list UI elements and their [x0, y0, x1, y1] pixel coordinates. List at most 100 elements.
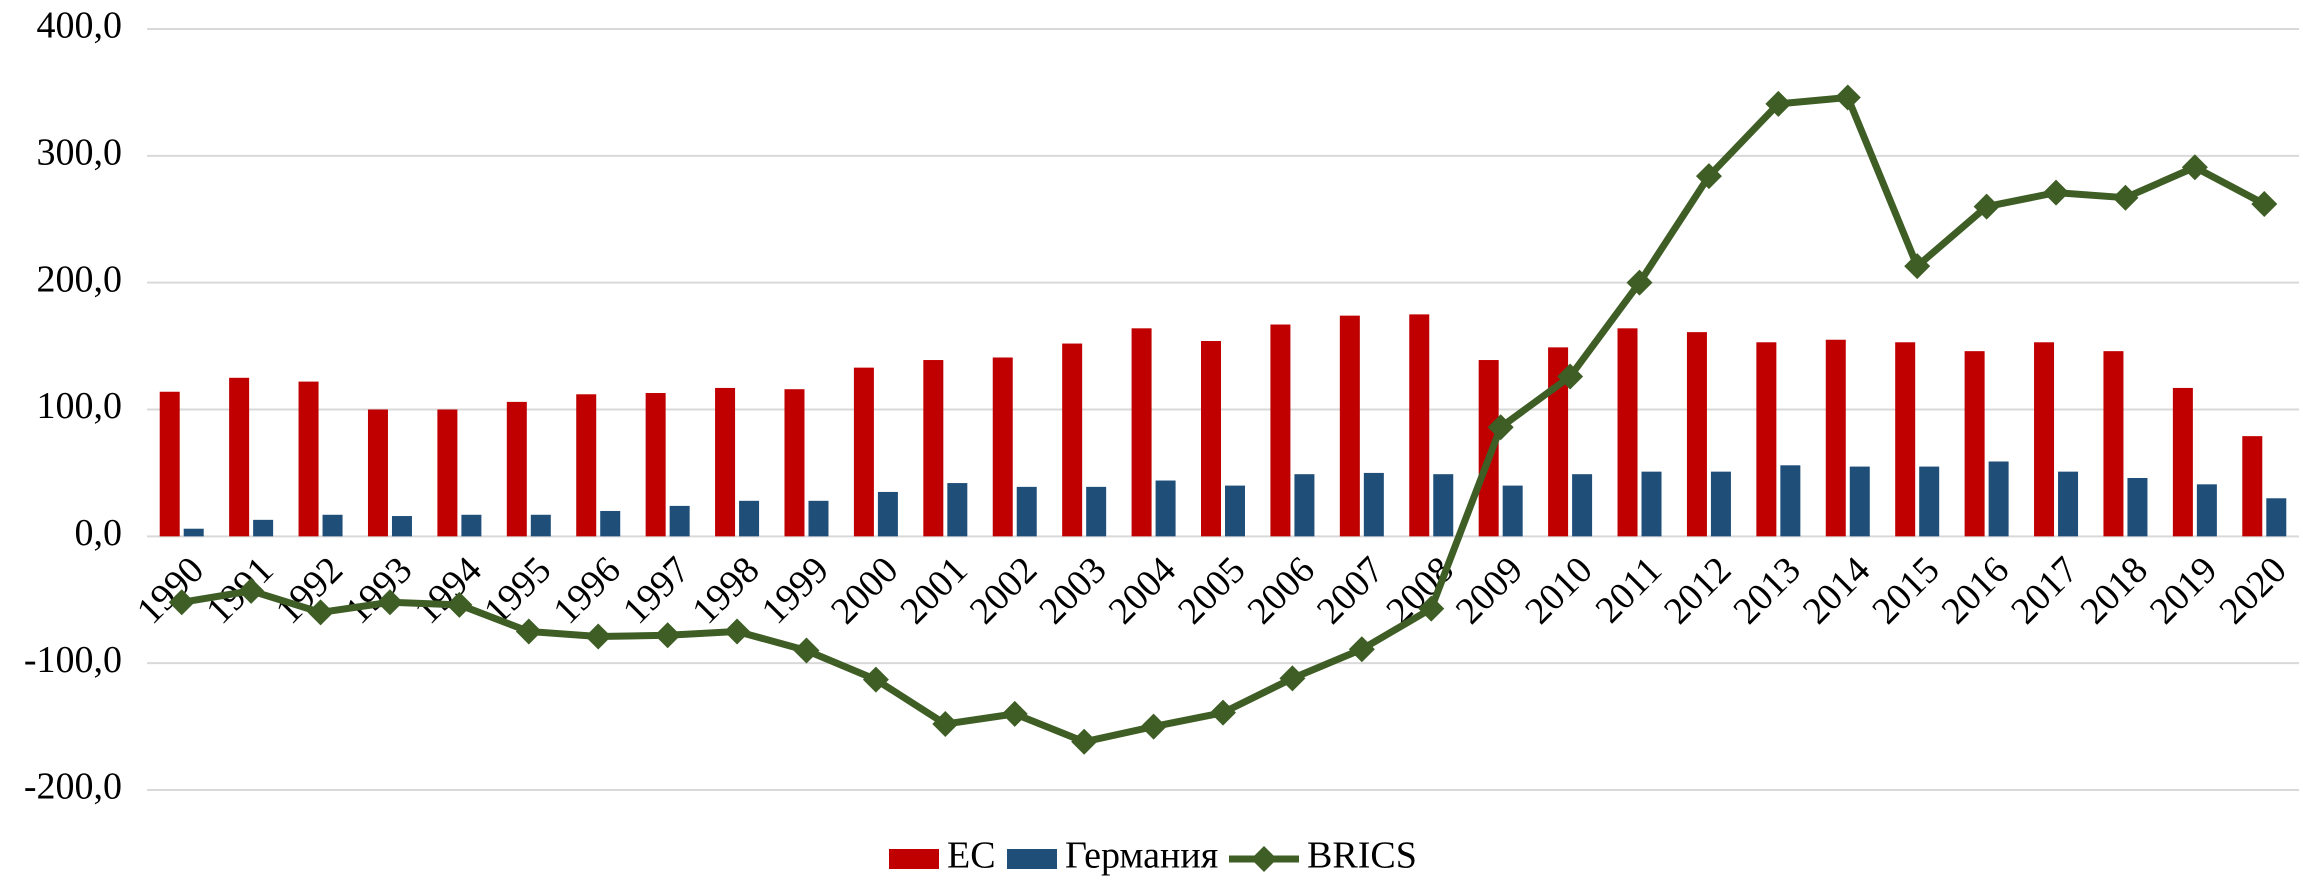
- x-tick-label: 2006: [1240, 549, 1323, 632]
- marker: [2112, 184, 2139, 211]
- marker: [1765, 90, 1792, 117]
- bar: [669, 505, 690, 537]
- marker: [1487, 414, 1514, 441]
- bar: [1409, 314, 1430, 537]
- bar: [298, 381, 319, 537]
- legend: ЕС Германия BRICS: [889, 835, 1417, 877]
- legend-label: BRICS: [1307, 835, 1417, 877]
- bar: [530, 514, 551, 537]
- bar: [1686, 332, 1707, 537]
- bar: [1478, 360, 1499, 537]
- marker: [1071, 728, 1098, 755]
- legend-swatch: [1007, 849, 1057, 869]
- y-tick-label: 400,0: [37, 5, 123, 47]
- x-tick-label: 1993: [337, 549, 420, 632]
- marker: [1001, 700, 1028, 727]
- x-tick-label: 2003: [1031, 549, 1114, 632]
- bar: [2127, 477, 2148, 537]
- x-tick-label: 2005: [1170, 549, 1253, 632]
- x-tick-label: 1997: [615, 549, 698, 632]
- bar: [461, 514, 482, 537]
- bar: [1131, 328, 1152, 537]
- marker: [1279, 665, 1306, 692]
- bar: [600, 510, 621, 537]
- bar: [2058, 471, 2079, 537]
- marker: [1557, 363, 1584, 390]
- marker: [724, 618, 751, 645]
- bar: [1016, 486, 1037, 537]
- bar: [1988, 461, 2009, 537]
- marker: [1418, 595, 1445, 622]
- bar: [853, 367, 874, 537]
- bar: [992, 357, 1013, 537]
- legend-marker: [1251, 846, 1277, 872]
- bar: [1895, 342, 1916, 537]
- x-tick-label: 2014: [1795, 549, 1878, 632]
- bar: [437, 409, 458, 537]
- y-tick-label: 300,0: [37, 132, 123, 174]
- bar: [229, 377, 250, 537]
- marker: [376, 589, 403, 616]
- bar: [1919, 466, 1940, 537]
- y-tick-label: 100,0: [37, 385, 123, 427]
- x-tick-label: 2011: [1588, 549, 1670, 631]
- bar: [1572, 474, 1593, 537]
- bar: [715, 387, 736, 537]
- bar: [1548, 347, 1569, 537]
- bar: [322, 514, 343, 537]
- bar: [645, 393, 666, 537]
- y-tick-label: 200,0: [37, 258, 123, 300]
- marker: [585, 623, 612, 650]
- marker: [932, 711, 959, 738]
- marker: [1834, 84, 1861, 111]
- marker: [168, 589, 195, 616]
- y-tick-label: -100,0: [24, 639, 122, 681]
- x-tick-label: 2009: [1448, 549, 1531, 632]
- marker: [307, 599, 334, 626]
- x-tick-label: 2004: [1101, 549, 1184, 632]
- marker: [1348, 636, 1375, 663]
- bar: [2034, 342, 2055, 537]
- bar: [1294, 474, 1315, 537]
- x-tick-label: 2013: [1725, 549, 1808, 632]
- bar: [1086, 486, 1107, 537]
- bar: [784, 389, 805, 537]
- bar: [1201, 341, 1221, 537]
- marker: [1626, 269, 1653, 296]
- marker: [2181, 154, 2208, 181]
- bar: [1155, 480, 1176, 537]
- x-tick-label: 1998: [684, 549, 767, 632]
- x-tick-label: 2001: [892, 549, 975, 632]
- bar: [2172, 387, 2193, 537]
- bar: [1363, 472, 1384, 537]
- bar: [2103, 351, 2124, 537]
- x-tick-label: 2018: [2073, 549, 2156, 632]
- bar: [1756, 342, 1777, 537]
- marker: [654, 622, 681, 649]
- bar: [367, 409, 388, 537]
- marker: [2043, 179, 2070, 206]
- marker: [515, 618, 542, 645]
- bar: [183, 528, 204, 537]
- x-tick-label: 1994: [406, 549, 489, 632]
- bar: [1710, 471, 1731, 537]
- bar: [739, 500, 760, 537]
- bar: [1849, 466, 1870, 537]
- bar: [159, 391, 180, 537]
- x-tick-label: 2010: [1517, 549, 1600, 632]
- bar: [1270, 324, 1291, 537]
- bar: [808, 500, 829, 537]
- bar: [1780, 465, 1801, 537]
- bar: [2196, 484, 2217, 537]
- bar: [1062, 343, 1083, 537]
- x-tick-label: 2020: [2211, 549, 2294, 632]
- bar: [1964, 351, 1985, 537]
- bar: [576, 394, 597, 537]
- y-tick-label: -200,0: [24, 766, 122, 808]
- bar: [2266, 498, 2287, 537]
- x-tick-label: 1995: [476, 549, 559, 632]
- legend-label: ЕС: [947, 835, 996, 877]
- marker: [2251, 191, 2278, 218]
